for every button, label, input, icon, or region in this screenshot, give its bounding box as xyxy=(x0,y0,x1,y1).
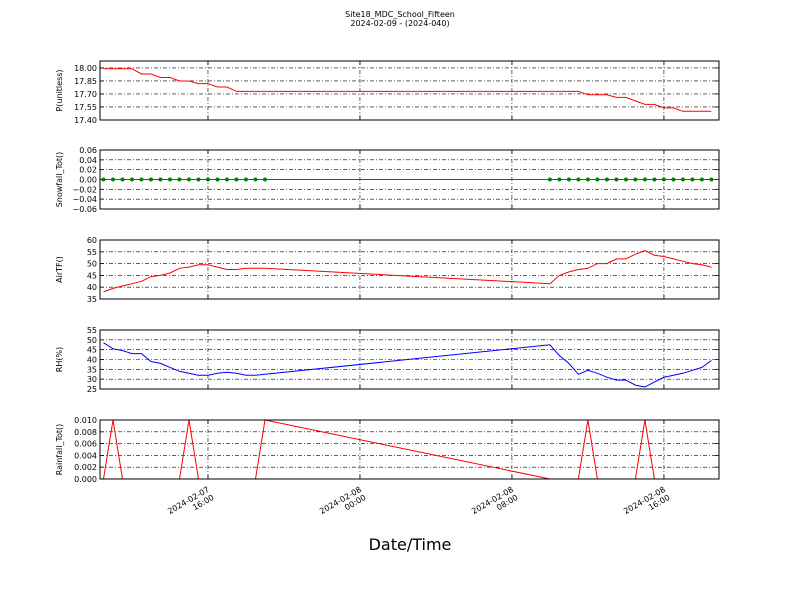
y-tick-label: 40 xyxy=(87,356,97,365)
y-tick-label: 25 xyxy=(87,385,97,394)
data-point xyxy=(253,177,258,182)
y-axis-label: Rainfall_Tot() xyxy=(55,424,64,476)
chart-subtitle: 2024-02-09 - (2024-040) xyxy=(350,19,449,28)
y-tick-label: 45 xyxy=(87,271,97,280)
y-tick-label: 0.002 xyxy=(74,463,97,472)
data-point xyxy=(557,177,562,182)
data-point xyxy=(262,177,267,182)
y-tick-label: 35 xyxy=(87,295,97,304)
data-point xyxy=(680,177,685,182)
y-axis-label: Snowfall_Tot() xyxy=(55,152,64,208)
data-point xyxy=(547,177,552,182)
y-axis-label: RH(%) xyxy=(55,347,64,372)
y-tick-label: 45 xyxy=(87,346,97,355)
axes-frame xyxy=(99,329,720,390)
y-tick-label: 17.40 xyxy=(74,116,97,125)
data-point xyxy=(576,177,581,182)
data-point xyxy=(595,177,600,182)
axes-frame xyxy=(99,149,720,210)
y-tick-label: 0.04 xyxy=(79,156,97,165)
y-tick-label: 40 xyxy=(87,283,97,292)
series-line xyxy=(103,68,712,112)
y-tick-label: −0.02 xyxy=(72,185,97,194)
y-tick-label: 0.06 xyxy=(79,146,97,155)
data-point xyxy=(642,177,647,182)
y-tick-label: 17.85 xyxy=(74,77,97,86)
data-point xyxy=(205,177,210,182)
data-point xyxy=(243,177,248,182)
y-axis-label: AirTF() xyxy=(55,256,64,283)
y-axis-label: P(unitless) xyxy=(55,69,64,111)
data-point xyxy=(699,177,704,182)
chart-title: Site18_MDC_School_Fifteen xyxy=(345,10,455,19)
y-tick-label: 17.70 xyxy=(74,90,97,99)
y-tick-label: 17.55 xyxy=(74,103,97,112)
data-point xyxy=(148,177,153,182)
data-point xyxy=(224,177,229,182)
data-point xyxy=(158,177,163,182)
series-line xyxy=(103,250,712,293)
data-point xyxy=(652,177,657,182)
axes-frame xyxy=(99,239,720,300)
data-point xyxy=(690,177,695,182)
x-axis-label: Date/Time xyxy=(369,535,452,554)
data-point xyxy=(139,177,144,182)
data-point xyxy=(671,177,676,182)
y-tick-label: 30 xyxy=(87,375,97,384)
data-point xyxy=(101,177,106,182)
data-point xyxy=(186,177,191,182)
y-tick-label: 50 xyxy=(87,336,97,345)
data-point xyxy=(234,177,239,182)
y-tick-label: 60 xyxy=(87,236,97,245)
data-point xyxy=(167,177,172,182)
data-point xyxy=(129,177,134,182)
series-line xyxy=(103,342,712,388)
axes-frame xyxy=(99,419,720,480)
y-tick-label: −0.06 xyxy=(72,205,97,214)
y-tick-label: 0.004 xyxy=(74,451,97,460)
data-point xyxy=(120,177,125,182)
y-tick-label: 0.02 xyxy=(79,166,97,175)
y-tick-label: 55 xyxy=(87,326,97,335)
data-point xyxy=(661,177,666,182)
y-tick-label: 35 xyxy=(87,365,97,374)
y-tick-label: 0.010 xyxy=(74,416,97,425)
y-tick-label: 0.00 xyxy=(79,176,97,185)
data-point xyxy=(177,177,182,182)
data-point xyxy=(215,177,220,182)
y-tick-label: 0.006 xyxy=(74,440,97,449)
y-tick-label: 55 xyxy=(87,248,97,257)
data-point xyxy=(196,177,201,182)
data-point xyxy=(709,177,714,182)
y-tick-label: 0.000 xyxy=(74,475,97,484)
data-point xyxy=(585,177,590,182)
data-point xyxy=(566,177,571,182)
y-tick-label: 0.008 xyxy=(74,428,97,437)
data-point xyxy=(623,177,628,182)
data-point xyxy=(633,177,638,182)
axes-frame xyxy=(99,60,720,121)
data-point xyxy=(604,177,609,182)
data-point xyxy=(614,177,619,182)
data-point xyxy=(110,177,115,182)
y-tick-label: 50 xyxy=(87,260,97,269)
y-tick-label: 18.00 xyxy=(74,64,97,73)
y-tick-label: −0.04 xyxy=(72,195,97,204)
